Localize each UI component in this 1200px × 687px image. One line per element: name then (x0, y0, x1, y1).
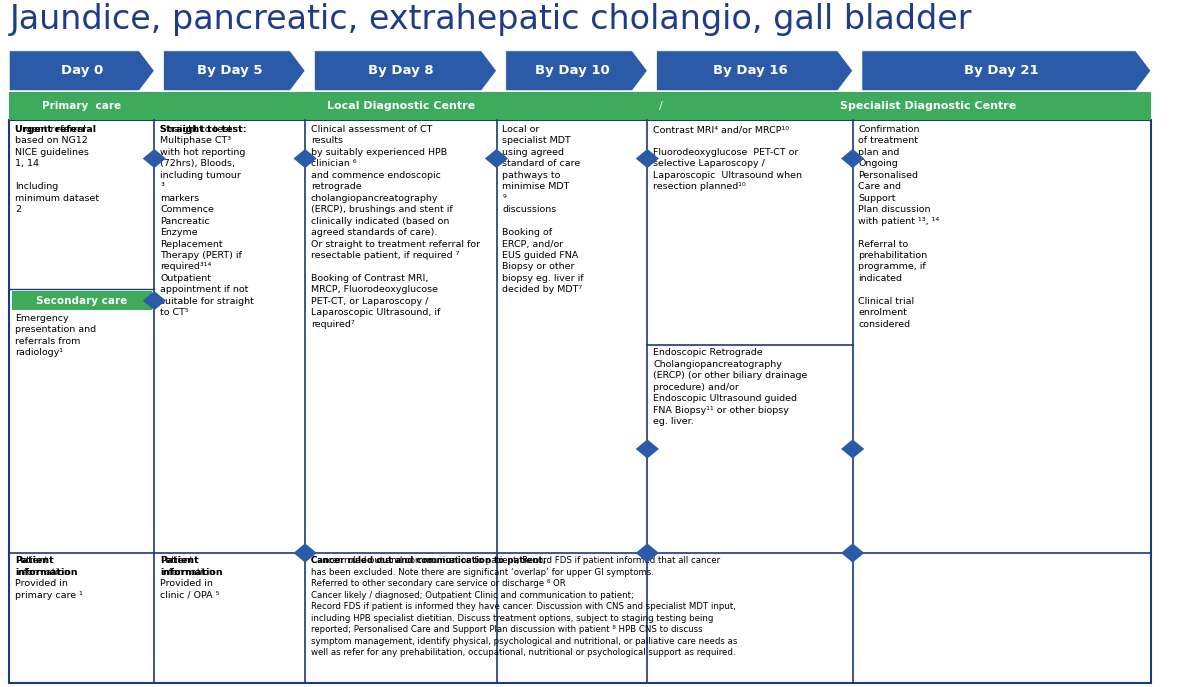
FancyBboxPatch shape (10, 120, 1151, 684)
Polygon shape (636, 149, 659, 168)
Text: By Day 5: By Day 5 (197, 65, 263, 77)
Text: By Day 8: By Day 8 (368, 65, 433, 77)
Polygon shape (314, 51, 497, 91)
Text: Urgent referral
based on NG12
NICE guidelines
1, 14

Including
minimum dataset
2: Urgent referral based on NG12 NICE guide… (16, 125, 100, 214)
Polygon shape (636, 439, 659, 458)
Text: Cancer ruled out and communication to patient;: Cancer ruled out and communication to pa… (311, 556, 546, 565)
Polygon shape (862, 51, 1151, 91)
Polygon shape (656, 51, 853, 91)
Text: Day 0: Day 0 (61, 65, 103, 77)
Polygon shape (10, 51, 155, 91)
Text: Patient
information
Provided in
clinic / OPA ⁵: Patient information Provided in clinic /… (160, 556, 220, 600)
Text: Patient
information: Patient information (160, 556, 223, 577)
Polygon shape (143, 291, 166, 311)
Polygon shape (485, 149, 508, 168)
Text: Secondary care: Secondary care (36, 295, 127, 306)
Text: By Day 21: By Day 21 (965, 65, 1039, 77)
Polygon shape (163, 51, 305, 91)
Text: Emergency
presentation and
referrals from
radiology¹: Emergency presentation and referrals fro… (16, 314, 96, 357)
Text: Confirmation
of treatment
plan and
Ongoing
Personalised
Care and
Support
Plan di: Confirmation of treatment plan and Ongoi… (858, 125, 940, 328)
Text: Straight to test:: Straight to test: (160, 125, 246, 134)
Text: By Day 16: By Day 16 (713, 65, 787, 77)
Text: Clinical assessment of CT
results
by suitably experienced HPB
clinician ⁶
and co: Clinical assessment of CT results by sui… (311, 125, 480, 328)
Text: Straight to test:
Multiphase CT³
with hot reporting
(72hrs), Bloods,
including t: Straight to test: Multiphase CT³ with ho… (160, 125, 254, 317)
Polygon shape (143, 149, 166, 168)
Text: Specialist Diagnostic Centre: Specialist Diagnostic Centre (840, 101, 1016, 111)
FancyBboxPatch shape (12, 291, 152, 311)
Text: Patient
information
Provided in
primary care ¹: Patient information Provided in primary … (16, 556, 83, 600)
Text: Patient
information: Patient information (16, 556, 78, 577)
Polygon shape (294, 149, 317, 168)
Text: Jaundice, pancreatic, extrahepatic cholangio, gall bladder: Jaundice, pancreatic, extrahepatic chola… (10, 3, 972, 36)
Text: Endoscopic Retrograde
Cholangiopancreatography
(ERCP) (or other biliary drainage: Endoscopic Retrograde Cholangiopancreato… (653, 348, 808, 426)
Text: Contrast MRI⁴ and/or MRCP¹⁰

Fluorodeoxyglucose  PET-CT or
selective Laparoscopy: Contrast MRI⁴ and/or MRCP¹⁰ Fluorodeoxyg… (653, 125, 802, 191)
Polygon shape (636, 543, 659, 563)
Text: Local or
specialist MDT
using agreed
standard of care
pathways to
minimise MDT
⁹: Local or specialist MDT using agreed sta… (503, 125, 584, 294)
Text: By Day 10: By Day 10 (534, 65, 610, 77)
FancyBboxPatch shape (10, 92, 1151, 120)
Text: /: / (659, 101, 664, 111)
Text: Local Diagnostic Centre: Local Diagnostic Centre (326, 101, 475, 111)
Polygon shape (841, 543, 864, 563)
Text: Cancer ruled out and communication to patient; Record FDS if patient informed th: Cancer ruled out and communication to pa… (311, 556, 737, 657)
Text: Urgent referral: Urgent referral (16, 125, 96, 134)
Polygon shape (294, 543, 317, 563)
Polygon shape (841, 439, 864, 458)
Polygon shape (841, 149, 864, 168)
Polygon shape (505, 51, 647, 91)
Text: Primary  care: Primary care (42, 101, 121, 111)
